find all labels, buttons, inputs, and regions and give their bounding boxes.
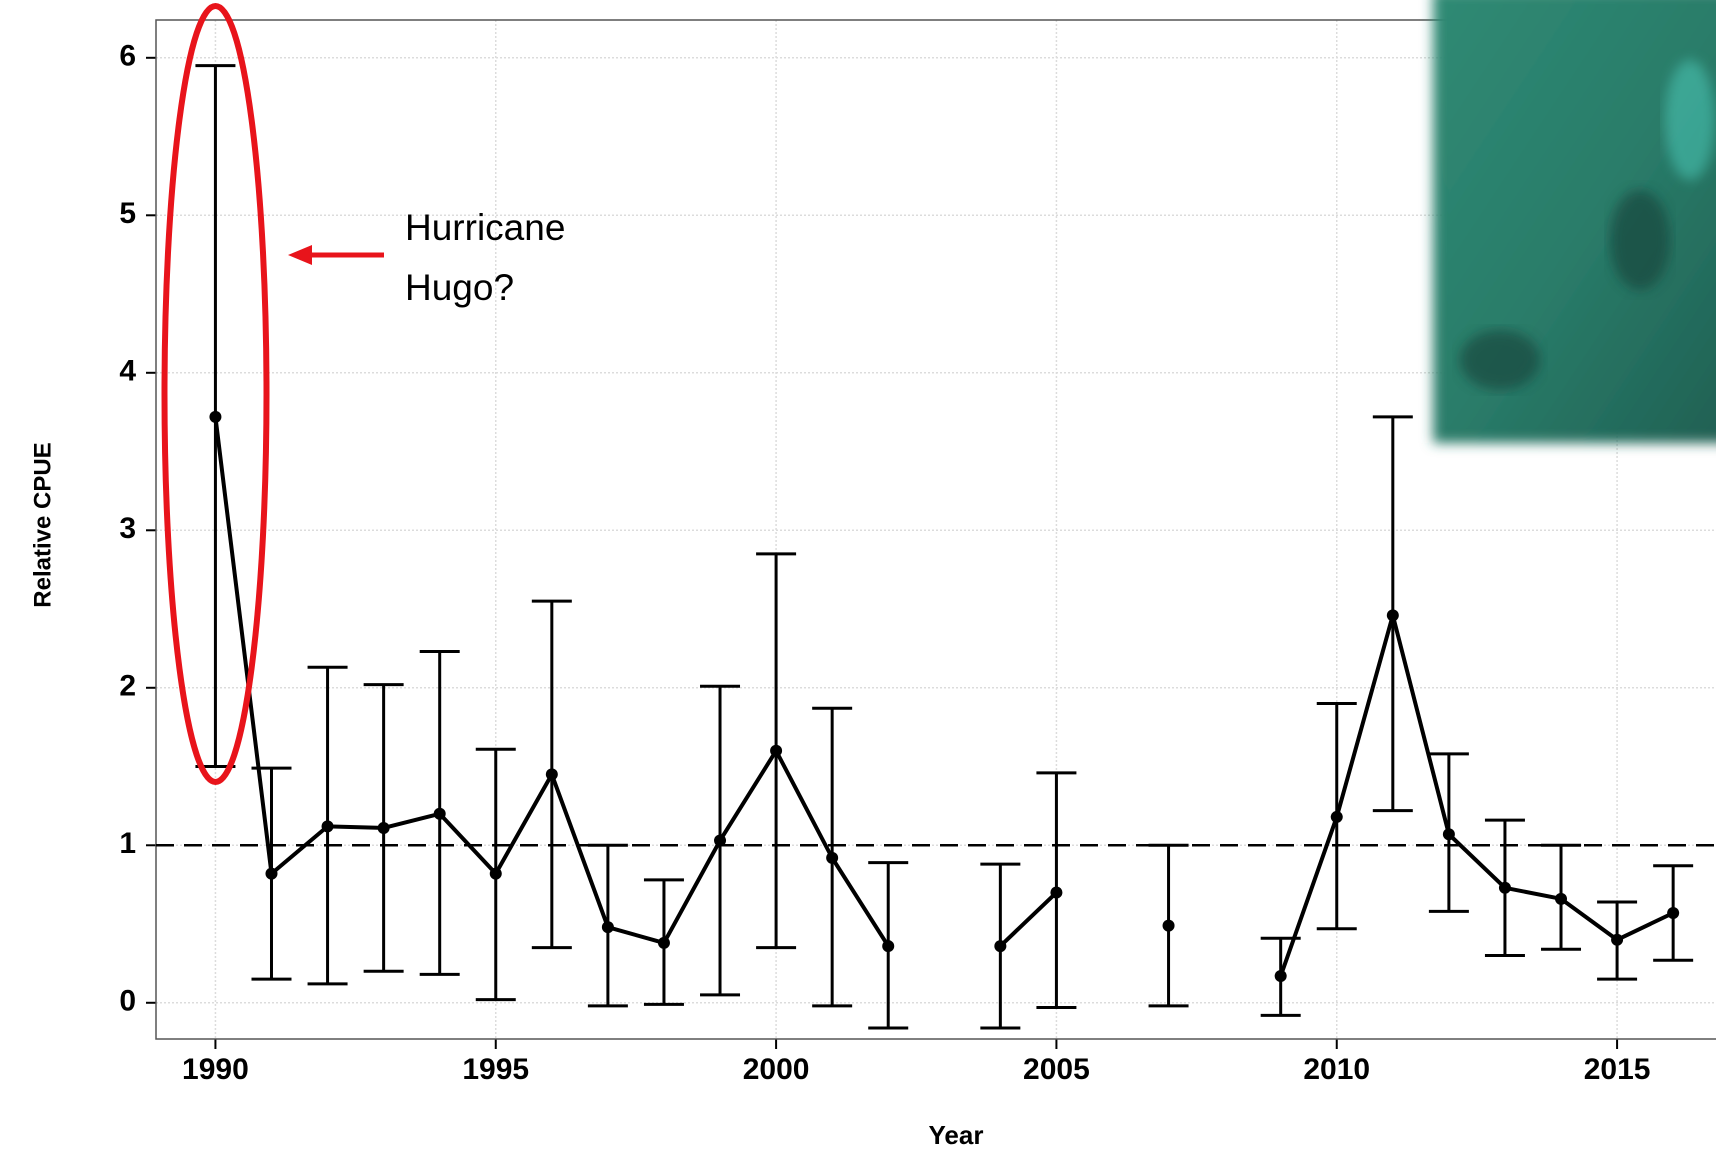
point — [714, 834, 727, 847]
point — [826, 851, 839, 864]
y-tick-label: 1 — [119, 827, 136, 860]
y-tick-label: 5 — [119, 197, 136, 230]
point — [433, 807, 446, 820]
y-axis-title: Relative CPUE — [29, 442, 56, 607]
point — [1274, 970, 1287, 983]
x-tick-label: 2005 — [1023, 1053, 1090, 1086]
point — [1611, 933, 1624, 946]
photo-detail — [1610, 190, 1670, 290]
y-tick-label: 2 — [119, 670, 136, 703]
arrow-head — [288, 245, 312, 265]
data — [156, 64, 1716, 1030]
point — [265, 867, 278, 880]
point — [1555, 892, 1568, 905]
annotation: Hugo? — [405, 267, 514, 308]
series-line — [213, 416, 1675, 977]
point — [209, 410, 222, 423]
point — [882, 940, 895, 953]
x-tick-label: 1990 — [182, 1053, 249, 1086]
y-tick-label: 0 — [119, 985, 136, 1018]
photo-detail — [1665, 60, 1715, 180]
y-tick-label: 4 — [119, 355, 136, 388]
point — [601, 921, 614, 934]
highlight-ellipse — [161, 3, 270, 785]
point — [1386, 609, 1399, 622]
point — [1330, 810, 1343, 823]
x-tick-label: 1995 — [462, 1053, 529, 1086]
photo-detail — [1460, 330, 1540, 390]
annotation: Hurricane — [405, 207, 565, 248]
point — [1498, 881, 1511, 894]
point — [321, 820, 334, 833]
plot-frame — [155, 19, 1716, 1040]
x-tick-label: 2015 — [1584, 1053, 1651, 1086]
x-axis-title: Year — [929, 1120, 984, 1150]
point — [1162, 919, 1175, 932]
point — [1050, 886, 1063, 899]
y-tick-label: 3 — [119, 512, 136, 545]
x-tick-label: 2000 — [743, 1053, 810, 1086]
point — [657, 936, 670, 949]
point — [770, 744, 783, 757]
y-tick-label: 6 — [119, 40, 136, 73]
point — [1442, 828, 1455, 841]
point — [489, 867, 502, 880]
point — [994, 940, 1007, 953]
point — [1667, 907, 1680, 920]
photo — [1433, 0, 1716, 443]
point — [545, 768, 558, 781]
point — [377, 821, 390, 834]
x-tick-label: 2010 — [1303, 1053, 1370, 1086]
